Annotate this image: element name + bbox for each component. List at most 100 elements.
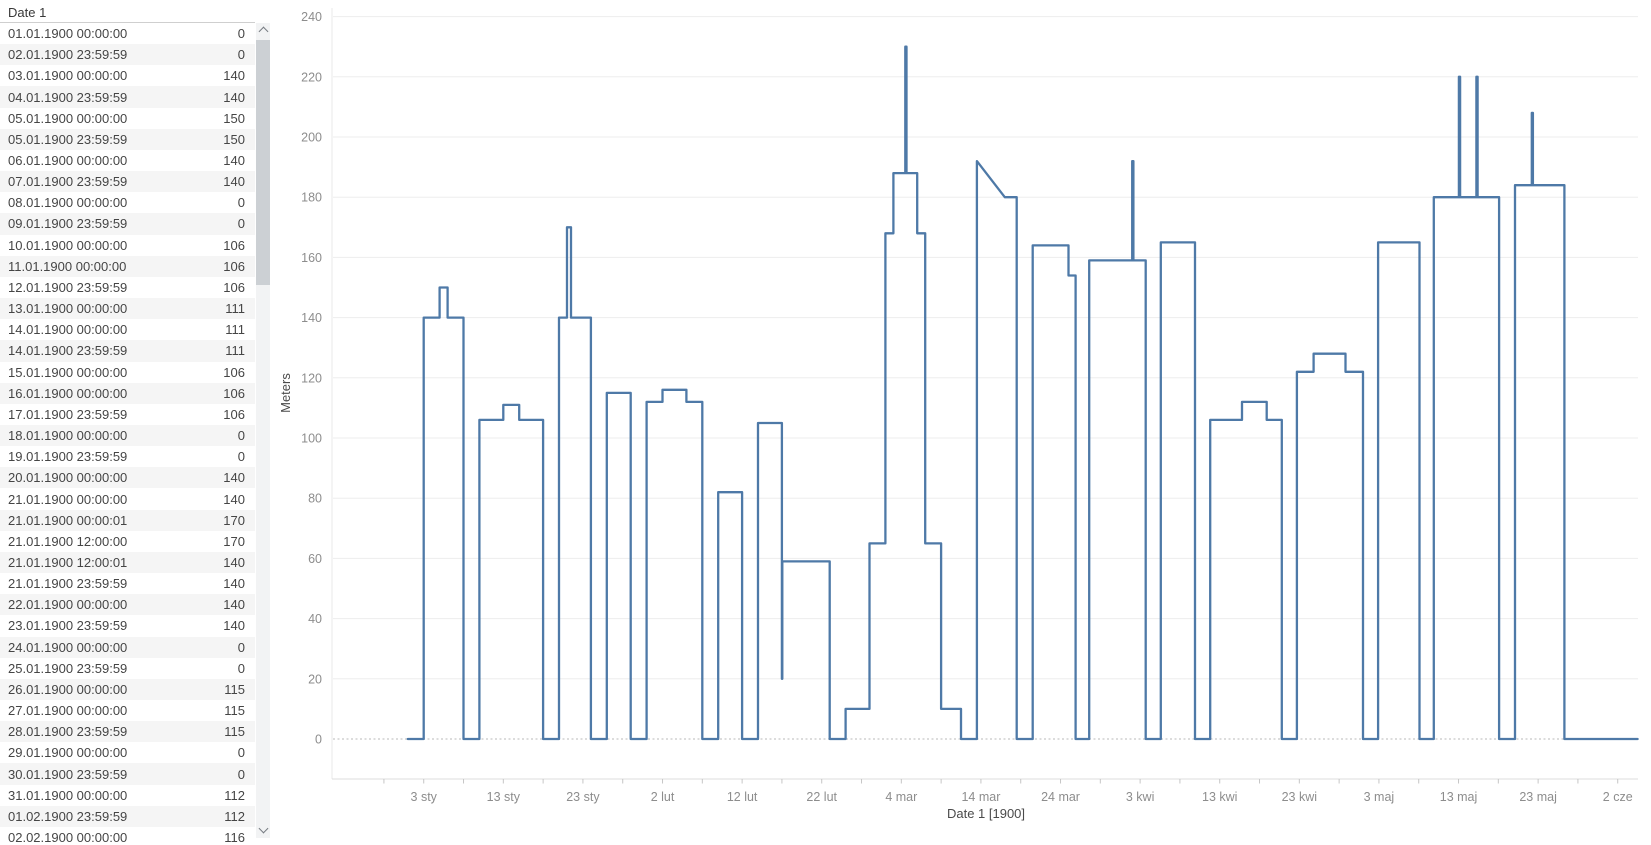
table-row[interactable]: 28.01.1900 23:59:59 115 [0,721,255,743]
row-value: 140 [223,491,245,507]
row-date: 14.01.1900 00:00:00 [8,322,128,338]
table-row[interactable]: 30.01.1900 23:59:59 0 [0,763,255,785]
table-row[interactable]: 19.01.1900 23:59:59 0 [0,446,255,468]
row-date: 21.01.1900 00:00:00 [8,491,128,507]
row-date: 05.01.1900 23:59:59 [8,131,128,147]
row-value: 111 [225,301,245,317]
table-row[interactable]: 05.01.1900 23:59:59 150 [0,128,255,150]
table-row[interactable]: 22.01.1900 00:00:00 140 [0,594,255,616]
row-value: 140 [223,618,245,634]
gridlines [333,16,1638,740]
row-date: 13.01.1900 00:00:00 [8,301,128,317]
table-row[interactable]: 16.01.1900 00:00:00 106 [0,382,255,404]
row-date: 31.01.1900 00:00:00 [8,787,128,803]
row-date: 12.01.1900 23:59:59 [8,279,128,295]
row-date: 01.01.1900 00:00:00 [8,26,128,42]
table-row[interactable]: 21.01.1900 00:00:00 140 [0,488,255,510]
table-row[interactable]: 21.01.1900 23:59:59 140 [0,573,255,595]
table-row[interactable]: 14.01.1900 00:00:00 111 [0,319,255,341]
row-value: 111 [225,322,245,338]
row-date: 10.01.1900 00:00:00 [8,237,128,253]
table-row[interactable]: 04.01.1900 23:59:59 140 [0,86,255,108]
table-row[interactable]: 07.01.1900 23:59:59 140 [0,171,255,193]
table-row[interactable]: 02.02.1900 00:00:00 116 [0,826,255,845]
row-value: 140 [223,554,245,570]
table-row[interactable]: 29.01.1900 00:00:00 0 [0,742,255,764]
table-row[interactable]: 26.01.1900 00:00:00 115 [0,678,255,700]
scroll-down-button[interactable] [256,823,270,838]
row-value: 0 [237,216,245,232]
x-tick-label: 23 sty [566,790,600,804]
row-date: 06.01.1900 00:00:00 [8,153,128,169]
table-row[interactable]: 25.01.1900 23:59:59 0 [0,657,255,679]
table-row[interactable]: 01.01.1900 00:00:00 0 [0,23,255,45]
row-date: 05.01.1900 00:00:00 [8,110,128,126]
table-row[interactable]: 12.01.1900 23:59:59 106 [0,276,255,299]
row-date: 07.01.1900 23:59:59 [8,174,128,190]
row-date: 30.01.1900 23:59:59 [8,766,128,782]
row-value: 106 [223,385,245,401]
table-row[interactable]: 18.01.1900 00:00:00 0 [0,424,255,447]
row-date: 02.01.1900 23:59:59 [8,47,128,63]
row-date: 28.01.1900 23:59:59 [8,724,128,740]
table-row[interactable]: 03.01.1900 00:00:00 140 [0,65,255,87]
table-row[interactable]: 21.01.1900 00:00:01 170 [0,509,255,531]
row-value: 140 [223,89,245,105]
x-tick-label: 2 lut [651,790,675,804]
table-row[interactable]: 24.01.1900 00:00:00 0 [0,636,255,658]
x-tick-label: 13 sty [487,790,521,804]
y-tick-label: 140 [301,311,322,325]
y-tick-label: 200 [301,131,322,145]
row-date: 20.01.1900 00:00:00 [8,470,128,486]
table-row[interactable]: 05.01.1900 00:00:00 150 [0,107,255,129]
series-line[interactable] [406,45,1639,741]
y-tick-label: 80 [308,492,322,506]
row-date: 03.01.1900 00:00:00 [8,68,128,84]
row-date: 27.01.1900 00:00:00 [8,703,128,719]
table-row[interactable]: 21.01.1900 12:00:00 170 [0,530,255,552]
table-row[interactable]: 08.01.1900 00:00:00 0 [0,192,255,214]
table-row[interactable]: 02.01.1900 23:59:59 0 [0,44,255,66]
table-row[interactable]: 27.01.1900 00:00:00 115 [0,700,255,722]
table-row[interactable]: 17.01.1900 23:59:59 106 [0,403,255,425]
row-value: 0 [237,195,245,211]
row-date: 25.01.1900 23:59:59 [8,660,128,676]
table-row[interactable]: 01.02.1900 23:59:59 112 [0,805,255,827]
row-date: 01.02.1900 23:59:59 [8,808,128,824]
table-row[interactable]: 09.01.1900 23:59:59 0 [0,213,255,235]
y-tick-label: 100 [301,432,322,446]
row-date: 21.01.1900 23:59:59 [8,576,128,592]
scrollbar-thumb[interactable] [256,40,270,285]
table-row[interactable]: 13.01.1900 00:00:00 111 [0,298,255,320]
x-tick-label: 14 mar [961,790,1000,804]
x-tick-label: 2 cze [1603,790,1633,804]
table-row[interactable]: 20.01.1900 00:00:00 140 [0,467,255,489]
row-date: 02.02.1900 00:00:00 [8,830,128,845]
row-value: 140 [223,68,245,84]
row-date: 11.01.1900 00:00:00 [8,258,127,274]
row-value: 112 [224,787,245,803]
row-value: 140 [223,153,245,169]
table-row[interactable]: 21.01.1900 12:00:01 140 [0,551,255,574]
table-row[interactable]: 23.01.1900 23:59:59 140 [0,615,255,637]
row-date: 21.01.1900 12:00:00 [8,533,128,549]
row-value: 115 [224,703,245,719]
table-row[interactable]: 06.01.1900 00:00:00 140 [0,149,255,172]
table-row[interactable]: 11.01.1900 00:00:00 106 [0,255,255,277]
scroll-up-button[interactable] [256,23,270,38]
y-tick-label: 0 [315,733,322,747]
row-date: 26.01.1900 00:00:00 [8,681,128,697]
y-tick-label: 240 [301,10,322,24]
table-row[interactable]: 10.01.1900 00:00:00 106 [0,234,255,256]
table-row[interactable]: 14.01.1900 23:59:59 111 [0,340,255,362]
row-date: 29.01.1900 00:00:00 [8,745,128,761]
table-row[interactable]: 15.01.1900 00:00:00 106 [0,361,255,383]
row-value: 0 [237,766,245,782]
table-scrollbar[interactable] [256,23,270,838]
y-tick-label: 60 [308,552,322,566]
table-row[interactable]: 31.01.1900 00:00:00 112 [0,784,255,806]
x-tick-label: 3 kwi [1126,790,1154,804]
x-tick-label: 4 mar [885,790,917,804]
row-date: 24.01.1900 00:00:00 [8,639,128,655]
